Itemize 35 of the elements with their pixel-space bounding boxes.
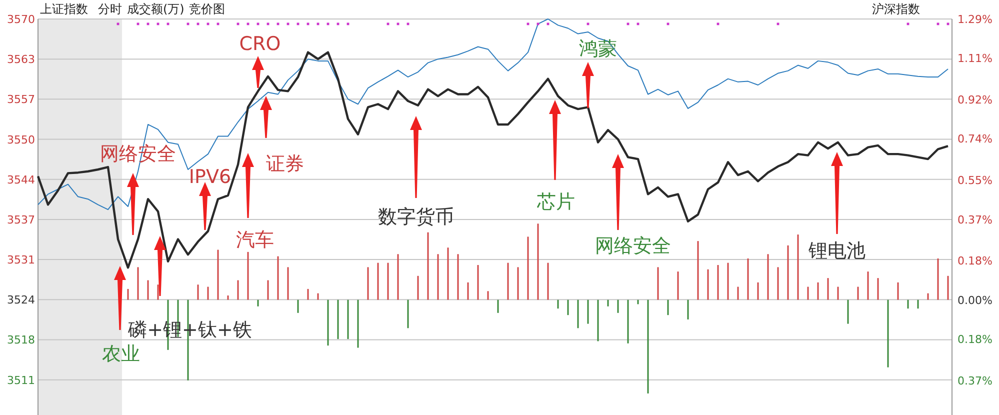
annotation: 农业 [102,343,140,365]
y-tick-label: 3544 [7,173,35,186]
y-tick-label: 3557 [7,93,35,106]
annotation: 证券 [266,153,304,175]
y2-tick-label: 0.92% [958,94,992,107]
y2-tick-label: 0.37% [958,213,992,226]
y2-tick-label: 1.29% [958,13,992,26]
annotation: IPV6 [188,166,232,188]
text: 沪深指数 [872,2,920,16]
y2-tick-label: 0.37% [958,374,992,388]
y2-tick-label: 0.00% [958,294,992,307]
annotation: 网络安全 [595,235,671,257]
y-tick-label: 3524 [7,294,35,307]
y2-tick-label: 0.18% [958,254,992,268]
text: 竞价图 [189,2,225,16]
annotation: 锂电池 [808,240,866,262]
y-tick-label: 3537 [7,213,35,226]
annotation: 芯片 [536,191,575,213]
y2-tick-label: 0.18% [958,333,992,346]
annotation: 鸿蒙 [579,38,617,60]
y2-tick-label: 0.55% [958,174,992,188]
y-tick-label: 3563 [7,53,35,66]
text: 成交额(万) [127,2,184,16]
annotation: 汽车 [236,229,274,251]
y-tick-label: 3570 [7,13,35,26]
chart-title: 上证指数 [40,2,88,16]
y-tick-label: 3531 [7,254,35,267]
y2-tick-label: 0.74% [958,132,992,146]
y-tick-label: 3518 [7,334,35,347]
y-tick-label: 3511 [7,374,35,387]
annotation: 数字货币 [378,206,454,228]
y2-tick-label: 1.11% [958,52,992,66]
annotation: CRO [239,33,281,55]
y-tick-label: 3550 [7,133,35,146]
text: 分时 [98,2,122,16]
